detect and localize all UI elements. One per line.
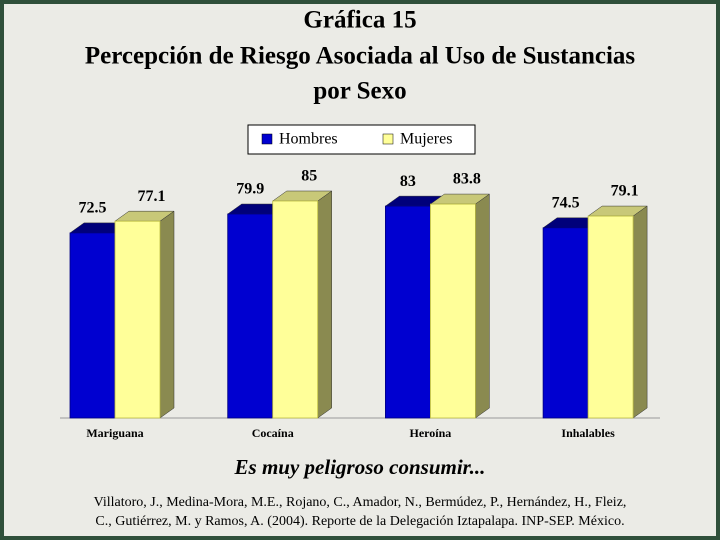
bar — [429, 203, 476, 419]
bar — [272, 200, 319, 419]
legend-box — [247, 124, 476, 155]
chart-title: por Sexo — [313, 78, 406, 105]
value-label: 74.5 — [552, 194, 580, 211]
value-label: 83.8 — [453, 171, 481, 188]
x-tick-label: Inhalables — [561, 426, 615, 440]
x-tick-label: Mariguana — [86, 426, 143, 440]
x-tick-label: Heroína — [410, 426, 452, 440]
bar — [542, 227, 589, 419]
value-label: 85 — [301, 168, 317, 185]
chart-title: Percepción de Riesgo Asociada al Uso de … — [85, 43, 636, 70]
legend-swatch — [382, 133, 394, 145]
legend-label: Mujeres — [400, 131, 452, 148]
bar — [227, 213, 274, 419]
legend-label: Hombres — [279, 131, 338, 148]
bar — [384, 205, 431, 419]
value-label: 83 — [400, 173, 416, 190]
chart-title: Gráfica 15 — [303, 7, 416, 34]
source: C., Gutiérrez, M. y Ramos, A. (2004). Re… — [95, 514, 624, 529]
value-label: 72.5 — [79, 200, 107, 217]
bar-side — [632, 205, 648, 419]
bar-side — [317, 190, 332, 419]
x-tick-label: Cocaína — [252, 426, 294, 440]
legend-swatch — [261, 133, 273, 145]
bar — [587, 215, 634, 419]
value-label: 77.1 — [138, 188, 166, 205]
value-label: 79.1 — [611, 183, 639, 200]
subtitle: Es muy peligroso consumir... — [234, 455, 486, 479]
value-label: 79.9 — [236, 181, 264, 198]
bar — [69, 232, 116, 419]
bar-side — [159, 210, 175, 419]
source: Villatoro, J., Medina-Mora, M.E., Rojano… — [94, 495, 627, 510]
bar — [114, 220, 161, 419]
bar-side — [475, 193, 490, 419]
